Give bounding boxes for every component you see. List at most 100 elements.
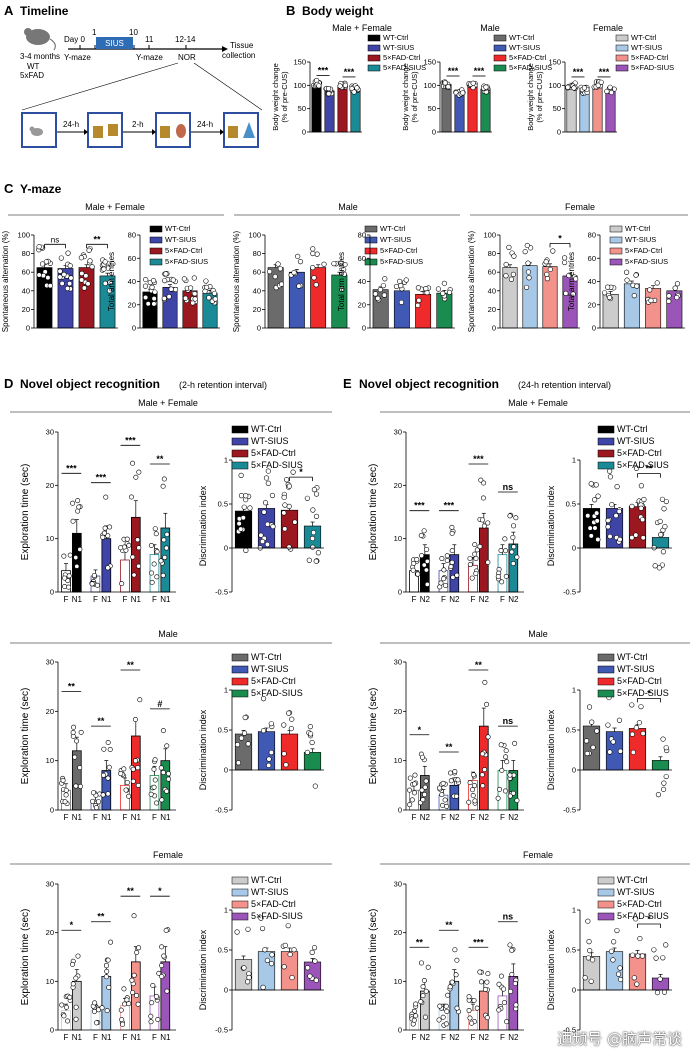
data-point [592,525,598,531]
data-point [269,492,276,499]
data-point [246,974,252,981]
legend-swatch [364,247,378,255]
data-point [152,526,158,532]
x-tick-label: N1 [160,1033,171,1042]
y-axis-label: Spontaneous alternation (%) [232,230,241,332]
data-point [467,555,473,561]
data-point [160,572,166,578]
data-point [351,89,357,95]
data-point [502,536,508,542]
data-point [73,555,79,561]
data-point [297,259,304,265]
data-point [284,477,290,483]
data-point [285,923,291,929]
sig-label: *** [344,67,355,77]
data-point [503,261,509,268]
data-point [310,544,316,550]
bar [162,287,178,329]
interval-label-24h: 24-h [63,120,79,129]
legend-swatch [231,876,249,885]
panel-b-title: Body weight [302,4,373,18]
y-tick-label: 0.5 [218,500,228,509]
data-point [499,579,505,585]
legend-label: 5×FAD-SIUS [509,63,552,72]
y-tick-label: -0.5 [215,1026,228,1035]
sig-label: * [647,914,651,924]
data-point [86,247,92,253]
data-point [452,768,458,774]
legend-swatch [149,258,163,266]
data-point [70,500,76,506]
data-point [582,975,588,981]
data-point [339,286,345,293]
chart-C_male_alt: 0 20 40 60 80 100 Spontaneous alternation (%) W… [232,224,423,333]
data-point [589,719,595,725]
data-point [410,567,416,573]
data-point [136,563,142,569]
legend-label: 5×FAD-Ctrl [631,53,669,62]
bar [71,532,82,593]
data-point [134,950,140,956]
data-point [467,1015,473,1021]
data-point [354,85,360,91]
data-point [439,556,445,562]
y-tick-label: -0.5 [563,806,576,815]
y-axis-label: Total arm entries [107,252,116,311]
legend-swatch [231,900,249,909]
y-tick-label: 100 [548,81,561,90]
data-point [245,741,251,747]
data-point [245,979,251,985]
section-title-c-male: Male [338,202,358,212]
sig-label: ** [93,234,101,244]
data-point [240,515,246,521]
data-point [245,926,251,932]
data-point [454,572,460,578]
x-tick-label: F [152,1033,157,1042]
data-point [153,993,159,999]
data-point [310,250,316,257]
data-point [640,535,646,541]
data-point [421,562,427,568]
data-point [415,571,421,577]
y-tick-label: 10 [46,534,54,543]
data-point [106,764,112,770]
legend-label: WT-Ctrl [165,224,191,233]
data-point [108,939,114,945]
data-point [441,567,447,573]
data-point [466,799,472,805]
y-axis-label: (% of pre-CUS) [410,71,419,123]
y-tick-label: 0 [398,588,402,597]
data-point [513,515,519,521]
data-point [126,542,132,548]
data-point [485,734,491,740]
data-point [653,955,659,961]
data-point [511,523,517,529]
y-axis-label: Discrimination index [546,485,556,566]
bar [645,288,662,329]
data-point [435,286,441,292]
x-tick-label: N2 [420,813,431,822]
bar [101,976,112,1031]
data-point [337,83,343,89]
data-point [135,1001,141,1007]
data-point [511,544,517,550]
data-point [241,965,247,971]
legend-label: WT-Ctrl [251,424,282,434]
data-point [590,957,596,963]
data-point [614,484,620,490]
data-point [135,537,141,543]
data-point [439,792,445,798]
data-point [59,1002,65,1008]
panel-c-title: Y-maze [20,182,62,196]
legend-label: 5×FAD-Ctrl [251,676,296,686]
data-point [613,512,619,519]
y-axis-label: Discrimination index [198,485,208,566]
data-point [506,244,512,250]
data-point [498,742,504,748]
data-point [269,952,275,958]
data-point [103,974,109,980]
data-point [514,797,520,803]
data-point [136,945,142,951]
data-point [170,277,176,283]
